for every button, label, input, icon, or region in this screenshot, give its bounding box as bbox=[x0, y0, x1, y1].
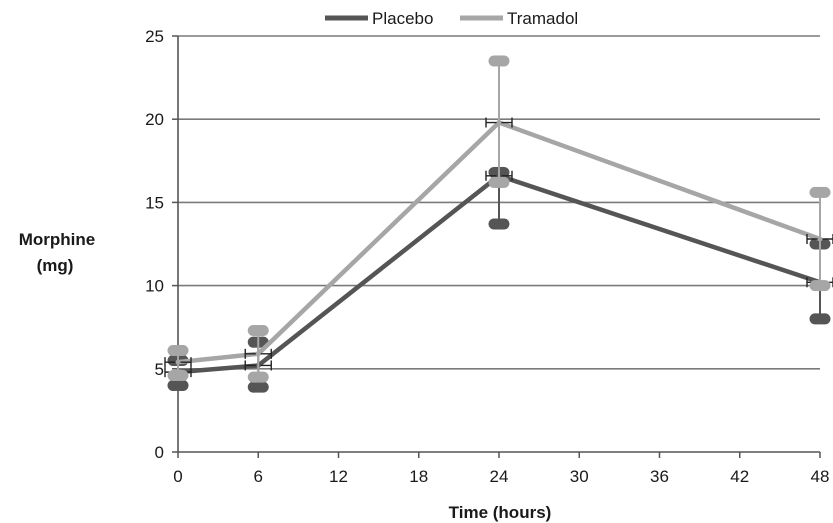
y-axis-title-line-1: Morphine bbox=[19, 230, 96, 249]
series-line bbox=[177, 120, 821, 365]
error-bar-cap bbox=[815, 280, 825, 292]
x-axis-title: Time (hours) bbox=[449, 503, 552, 522]
y-tick-label: 0 bbox=[155, 443, 164, 462]
y-tick-label: 10 bbox=[145, 277, 164, 296]
error-bar-cap bbox=[494, 218, 504, 230]
data-point bbox=[255, 351, 261, 357]
error-bar-cap bbox=[494, 55, 504, 67]
x-tick-label: 42 bbox=[730, 467, 749, 486]
series-tramadol bbox=[164, 55, 833, 383]
data-point bbox=[175, 359, 181, 365]
y-axis-title-line-2: (mg) bbox=[37, 256, 74, 275]
x-tick-label: 24 bbox=[490, 467, 509, 486]
x-tick-label: 18 bbox=[409, 467, 428, 486]
error-bar-cap bbox=[173, 344, 183, 356]
y-tick-label: 15 bbox=[145, 193, 164, 212]
x-tick-label: 6 bbox=[254, 467, 263, 486]
legend-label-tramadol: Tramadol bbox=[507, 9, 578, 28]
error-bar-cap bbox=[253, 371, 264, 383]
axes bbox=[172, 35, 821, 458]
x-tick-label: 30 bbox=[570, 467, 589, 486]
series-layer bbox=[164, 55, 833, 393]
error-bar-cap bbox=[815, 186, 825, 198]
legend-label-placebo: Placebo bbox=[372, 9, 433, 28]
series-line bbox=[177, 173, 821, 375]
x-tick-label: 12 bbox=[329, 467, 348, 486]
error-bar-cap bbox=[815, 313, 825, 325]
y-tick-label: 20 bbox=[145, 110, 164, 129]
data-point bbox=[496, 120, 502, 126]
y-tick-label: 5 bbox=[155, 360, 164, 379]
x-tick-label: 48 bbox=[811, 467, 830, 486]
error-bar-cap bbox=[173, 369, 183, 381]
y-tick-labels: 0 5 10 15 20 25 bbox=[145, 27, 164, 462]
x-tick-label: 0 bbox=[173, 467, 182, 486]
x-tick-label: 36 bbox=[650, 467, 669, 486]
error-bar-cap bbox=[173, 379, 183, 391]
data-point bbox=[817, 236, 823, 242]
x-tick-labels: 0 6 12 18 24 30 36 42 48 bbox=[173, 467, 829, 486]
legend: Placebo Tramadol bbox=[325, 9, 578, 28]
y-tick-label: 25 bbox=[145, 27, 164, 46]
series-placebo bbox=[164, 166, 833, 393]
error-bar-cap bbox=[494, 176, 504, 188]
error-bar-cap bbox=[253, 381, 264, 393]
error-bar-cap bbox=[253, 325, 264, 337]
